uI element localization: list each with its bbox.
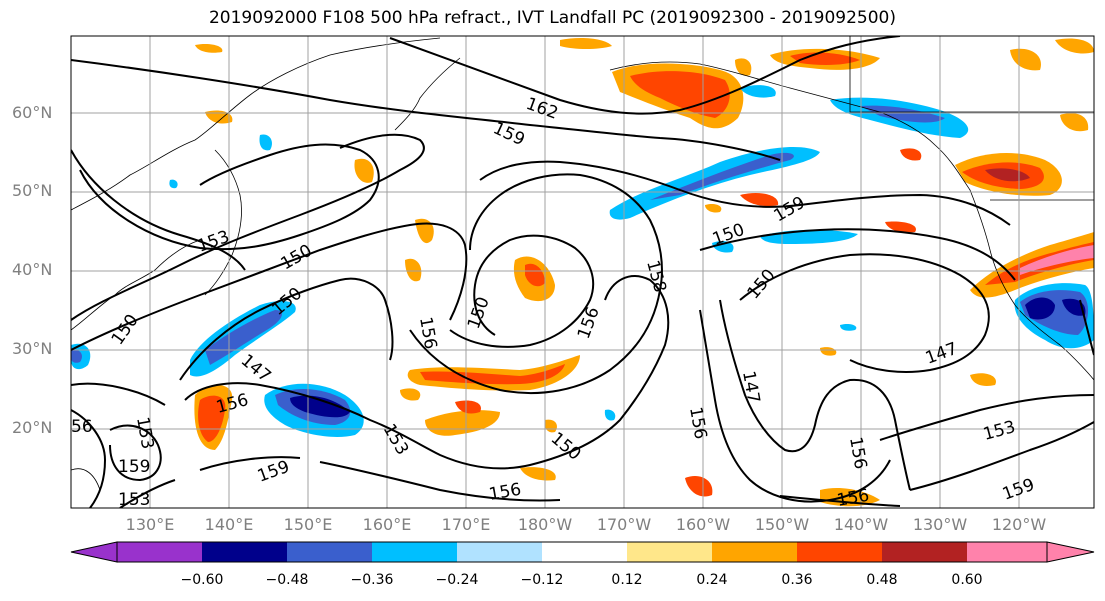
lat-label-50n: 50°N: [12, 181, 53, 200]
colorbar-swatch: [882, 542, 967, 562]
lon-label-170w: 170°W: [596, 515, 652, 534]
lat-label-20n: 20°N: [12, 418, 53, 437]
lon-label-130w: 130°W: [912, 515, 968, 534]
colorbar-tick-label: 0.48: [866, 572, 898, 588]
colorbar-swatch: [372, 542, 457, 562]
colorbar-tick-label: −0.36: [350, 572, 394, 588]
colorbar-swatch: [712, 542, 797, 562]
graticule: [71, 36, 1094, 508]
colorbar-swatch: [627, 542, 712, 562]
lon-label-180w: 180°W: [517, 515, 573, 534]
lon-label-160w: 160°W: [675, 515, 731, 534]
colorbar-tick-label: −0.60: [180, 572, 224, 588]
map-frame: [70, 35, 1095, 509]
colorbar-tick-label: 0.60: [951, 572, 983, 588]
colorbar-tick-label: −0.12: [520, 572, 564, 588]
colorbar-tick-label: −0.48: [265, 572, 309, 588]
lat-label-40n: 40°N: [12, 260, 53, 279]
colorbar-tick-label: 0.24: [696, 572, 728, 588]
contour-label: 56: [71, 417, 93, 437]
colorbar-over-arrow: [1046, 541, 1095, 563]
lon-label-120w: 120°W: [991, 515, 1047, 534]
lat-label-30n: 30°N: [12, 339, 53, 358]
colorbar-swatch: [967, 542, 1047, 562]
lon-label-170e: 170°E: [441, 515, 491, 534]
lon-label-150e: 150°E: [283, 515, 333, 534]
colorbar-swatch: [457, 542, 542, 562]
lon-label-160e: 160°E: [362, 515, 412, 534]
colorbar-under-arrow: [70, 541, 118, 563]
colorbar-swatch: [797, 542, 882, 562]
lon-label-140w: 140°W: [833, 515, 889, 534]
contour-label: 159: [118, 457, 150, 477]
colorbar-swatch: [202, 542, 287, 562]
colorbar-swatch: [542, 542, 627, 562]
colorbar-tick-label: −0.24: [435, 572, 479, 588]
lon-label-150w: 150°W: [754, 515, 810, 534]
colorbar-swatch: [287, 542, 372, 562]
contour-label: 156: [835, 486, 870, 511]
ivt-shading: [71, 38, 1094, 507]
lon-label-130e: 130°E: [125, 515, 175, 534]
contour-label: 153: [118, 490, 150, 510]
colorbar-tick-label: 0.36: [781, 572, 813, 588]
colorbar-tick-label: 0.12: [611, 572, 643, 588]
map-title: 2019092000 F108 500 hPa refract., IVT La…: [208, 8, 896, 28]
map-area: 162 159 159 153 150 150 150 147 156 159 …: [71, 36, 1094, 511]
lat-label-60n: 60°N: [12, 103, 53, 122]
colorbar: [70, 541, 1095, 563]
lon-label-140e: 140°E: [204, 515, 254, 534]
colorbar-swatch: [117, 542, 202, 562]
refractivity-contours: [71, 36, 1094, 508]
coastlines: [71, 36, 1094, 491]
colorbar-frame: [116, 541, 1048, 563]
